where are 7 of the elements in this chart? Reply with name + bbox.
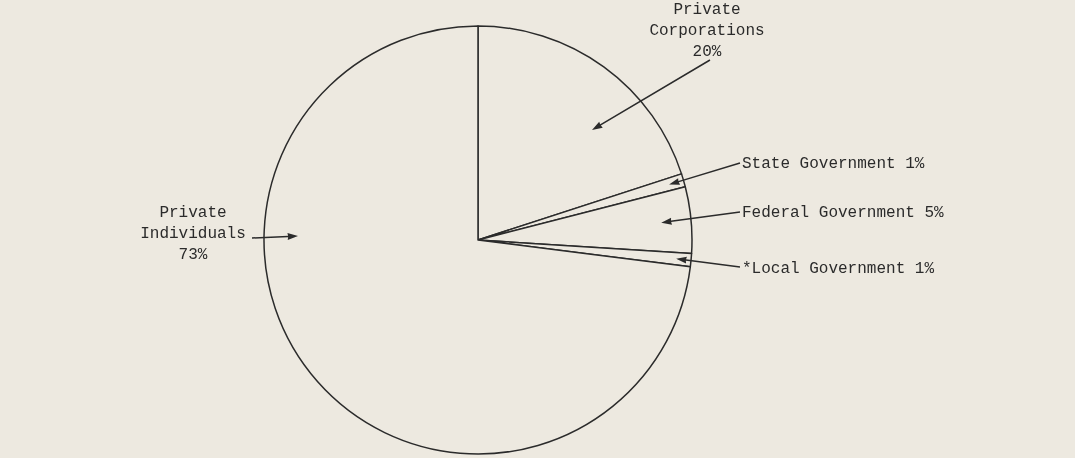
- legend-label: *Local Government 1%: [742, 260, 935, 278]
- slice-label: Private Corporations: [649, 1, 765, 40]
- legend-label: State Government 1%: [742, 155, 925, 173]
- legend-label: Federal Government 5%: [742, 204, 945, 222]
- slice-label: Private Individuals: [140, 204, 246, 243]
- data-label: 73%: [178, 246, 208, 264]
- data-label: 20%: [692, 43, 722, 61]
